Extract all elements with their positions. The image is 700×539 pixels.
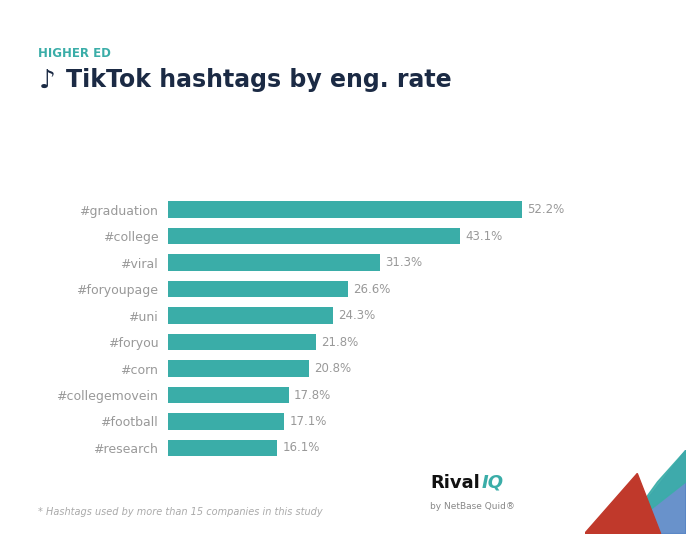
Bar bbox=[168, 281, 348, 298]
Text: 21.8%: 21.8% bbox=[321, 336, 358, 349]
Text: 26.6%: 26.6% bbox=[354, 282, 391, 295]
Text: HIGHER ED: HIGHER ED bbox=[38, 46, 111, 60]
Bar bbox=[168, 387, 288, 403]
Text: 16.1%: 16.1% bbox=[283, 441, 320, 454]
Text: ♪: ♪ bbox=[38, 69, 55, 95]
Text: 17.8%: 17.8% bbox=[294, 389, 331, 402]
Text: * Hashtags used by more than 15 companies in this study: * Hashtags used by more than 15 companie… bbox=[38, 507, 323, 517]
Bar bbox=[168, 413, 284, 430]
Polygon shape bbox=[620, 450, 686, 534]
Bar bbox=[168, 254, 380, 271]
Text: 52.2%: 52.2% bbox=[527, 203, 564, 216]
Text: by NetBase Quid®: by NetBase Quid® bbox=[430, 502, 515, 512]
Bar bbox=[168, 360, 309, 377]
Text: 17.1%: 17.1% bbox=[289, 415, 327, 428]
Text: TikTok hashtags by eng. rate: TikTok hashtags by eng. rate bbox=[66, 68, 452, 92]
Text: IQ: IQ bbox=[482, 474, 503, 492]
Polygon shape bbox=[620, 450, 686, 534]
Text: 43.1%: 43.1% bbox=[466, 230, 503, 243]
Text: 24.3%: 24.3% bbox=[338, 309, 375, 322]
Bar bbox=[168, 307, 332, 324]
Bar bbox=[168, 202, 522, 218]
Text: Rival: Rival bbox=[430, 474, 480, 492]
Bar bbox=[168, 228, 460, 244]
Bar bbox=[168, 440, 277, 456]
Bar bbox=[168, 334, 316, 350]
Text: 31.3%: 31.3% bbox=[386, 256, 423, 269]
Polygon shape bbox=[584, 473, 661, 534]
Text: 20.8%: 20.8% bbox=[314, 362, 351, 375]
